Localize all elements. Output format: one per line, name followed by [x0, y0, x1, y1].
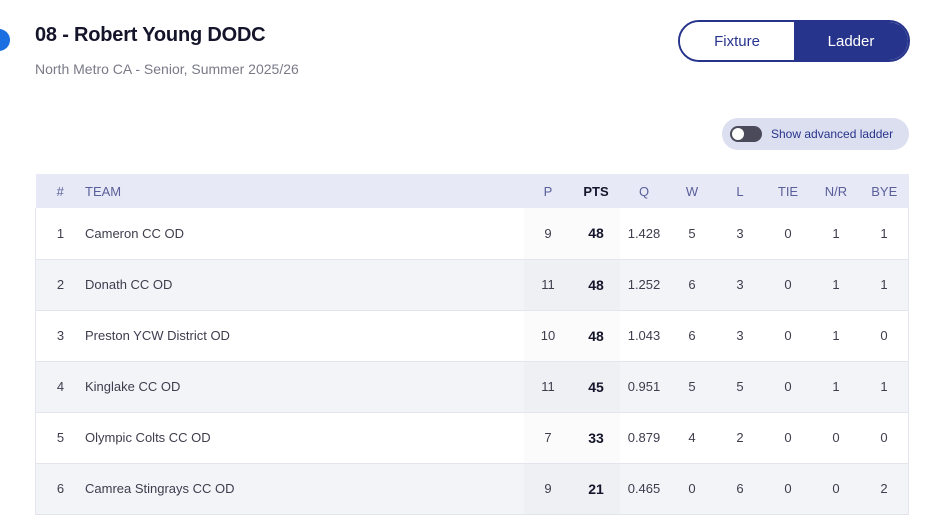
team-name-link[interactable]: Olympic Colts CC OD [85, 430, 211, 445]
tie-cell: 0 [784, 328, 792, 343]
quotient-cell: 1.252 [627, 277, 661, 292]
competition-subtitle: North Metro CA - Senior, Summer 2025/26 [35, 61, 299, 77]
lost-cell: 6 [736, 481, 744, 496]
fixture-tab[interactable]: Fixture [680, 22, 794, 60]
lost-cell: 3 [736, 277, 744, 292]
table-row[interactable]: 1 Cameron CC OD 9 48 1.428 5 3 0 1 1 [35, 208, 909, 259]
points-cell: 48 [588, 327, 604, 344]
advanced-ladder-label: Show advanced ladder [771, 127, 894, 141]
bye-cell: 0 [880, 430, 888, 445]
row-position: 4 [56, 379, 65, 394]
team-name-link[interactable]: Preston YCW District OD [85, 328, 230, 343]
table-row[interactable]: 3 Preston YCW District OD 10 48 1.043 6 3 0 1 0 [35, 310, 909, 361]
back-button[interactable] [0, 29, 10, 51]
table-row[interactable]: 4 Kinglake CC OD 11 45 0.951 5 5 0 1 1 [35, 361, 909, 412]
bye-cell: 1 [880, 277, 888, 292]
team-name-link[interactable]: Camrea Stingrays CC OD [85, 481, 235, 496]
points-cell: 48 [588, 276, 604, 293]
ladder-table: # TEAM P PTS Q W L TIE N/R BYE 1 Cameron … [35, 174, 909, 515]
page-title: 08 - Robert Young DODC [35, 24, 266, 46]
lost-cell: 2 [736, 430, 744, 445]
table-row[interactable]: 2 Donath CC OD 11 48 1.252 6 3 0 1 1 [35, 259, 909, 310]
no-result-cell: 1 [832, 328, 840, 343]
points-cell: 48 [588, 225, 604, 242]
tie-cell: 0 [784, 277, 792, 292]
row-position: 2 [56, 277, 65, 292]
played-cell: 10 [540, 328, 556, 343]
row-position: 1 [56, 225, 65, 241]
view-toggle: Fixture Ladder [678, 20, 910, 62]
lost-cell: 3 [736, 225, 744, 241]
col-header-position[interactable]: # [56, 183, 64, 199]
advanced-ladder-toggle[interactable]: Show advanced ladder [722, 118, 909, 150]
bye-cell: 0 [880, 328, 888, 343]
points-cell: 33 [588, 429, 604, 446]
col-header-played[interactable]: P [543, 183, 553, 199]
toggle-knob [732, 128, 744, 140]
played-cell: 11 [541, 277, 555, 292]
col-header-no-result[interactable]: N/R [824, 183, 848, 199]
played-cell: 9 [544, 225, 552, 241]
tie-cell: 0 [784, 481, 792, 496]
team-name-link[interactable]: Donath CC OD [85, 277, 173, 292]
no-result-cell: 1 [832, 379, 840, 394]
tie-cell: 0 [784, 379, 792, 394]
no-result-cell: 0 [832, 430, 840, 445]
lost-cell: 3 [736, 328, 744, 343]
col-header-bye[interactable]: BYE [871, 183, 898, 199]
table-row[interactable]: 6 Camrea Stingrays CC OD 9 21 0.465 0 6 0 0 2 [35, 463, 909, 514]
won-cell: 5 [688, 379, 696, 394]
played-cell: 9 [544, 481, 552, 496]
table-row[interactable]: 5 Olympic Colts CC OD 7 33 0.879 4 2 0 0 0 [35, 412, 909, 463]
col-header-tie[interactable]: TIE [777, 183, 799, 199]
tie-cell: 0 [784, 430, 792, 445]
col-header-lost[interactable]: L [736, 183, 744, 199]
col-header-team[interactable]: TEAM [85, 183, 122, 199]
quotient-cell: 0.951 [627, 379, 661, 394]
table-header-row: # TEAM P PTS Q W L TIE N/R BYE [35, 174, 909, 208]
won-cell: 6 [688, 277, 696, 292]
quotient-cell: 1.043 [627, 328, 661, 343]
no-result-cell: 0 [832, 481, 840, 496]
won-cell: 0 [688, 481, 696, 496]
col-header-points[interactable]: PTS [583, 183, 609, 199]
col-header-won[interactable]: W [685, 183, 699, 199]
no-result-cell: 1 [832, 225, 840, 241]
team-name-link[interactable]: Cameron CC OD [85, 225, 184, 241]
quotient-cell: 0.879 [627, 430, 661, 445]
row-position: 3 [56, 328, 65, 343]
won-cell: 5 [688, 225, 696, 241]
tie-cell: 0 [784, 225, 792, 241]
points-cell: 45 [588, 378, 604, 395]
quotient-cell: 1.428 [627, 225, 661, 241]
toggle-switch[interactable] [730, 126, 762, 142]
won-cell: 4 [688, 430, 696, 445]
played-cell: 7 [544, 430, 552, 445]
team-name-link[interactable]: Kinglake CC OD [85, 379, 181, 394]
played-cell: 11 [541, 379, 555, 394]
row-position: 5 [56, 430, 65, 445]
bye-cell: 1 [880, 225, 888, 241]
ladder-tab[interactable]: Ladder [794, 22, 908, 60]
lost-cell: 5 [736, 379, 744, 394]
row-position: 6 [56, 481, 65, 496]
points-cell: 21 [588, 480, 604, 497]
quotient-cell: 0.465 [627, 481, 661, 496]
won-cell: 6 [688, 328, 696, 343]
col-header-quotient[interactable]: Q [638, 183, 650, 199]
bye-cell: 2 [880, 481, 888, 496]
bye-cell: 1 [880, 379, 888, 394]
no-result-cell: 1 [832, 277, 840, 292]
